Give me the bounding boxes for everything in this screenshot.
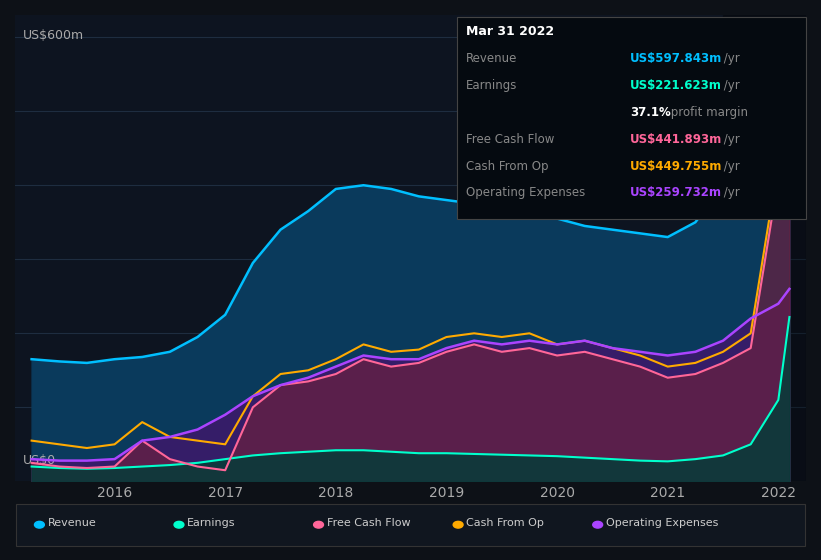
Text: Cash From Op: Cash From Op — [466, 517, 544, 528]
Text: US$259.732m: US$259.732m — [630, 186, 722, 199]
Text: Operating Expenses: Operating Expenses — [466, 186, 585, 199]
Text: /yr: /yr — [720, 52, 740, 65]
Text: US$600m: US$600m — [23, 29, 84, 42]
Text: US$221.623m: US$221.623m — [630, 79, 722, 92]
Text: US$449.755m: US$449.755m — [630, 160, 722, 172]
Text: Earnings: Earnings — [187, 517, 236, 528]
Text: US$441.893m: US$441.893m — [630, 133, 722, 146]
Text: US$0: US$0 — [23, 454, 56, 468]
Text: /yr: /yr — [720, 79, 740, 92]
Text: Operating Expenses: Operating Expenses — [606, 517, 718, 528]
Text: Free Cash Flow: Free Cash Flow — [466, 133, 554, 146]
Text: Free Cash Flow: Free Cash Flow — [327, 517, 410, 528]
Text: profit margin: profit margin — [667, 106, 748, 119]
Text: /yr: /yr — [720, 186, 740, 199]
Text: US$597.843m: US$597.843m — [630, 52, 722, 65]
Text: /yr: /yr — [720, 160, 740, 172]
Text: Revenue: Revenue — [48, 517, 96, 528]
Bar — [723, 15, 806, 482]
Text: Mar 31 2022: Mar 31 2022 — [466, 25, 553, 38]
Text: /yr: /yr — [720, 133, 740, 146]
Text: 37.1%: 37.1% — [630, 106, 671, 119]
Text: Cash From Op: Cash From Op — [466, 160, 548, 172]
Text: Revenue: Revenue — [466, 52, 517, 65]
Text: Earnings: Earnings — [466, 79, 517, 92]
